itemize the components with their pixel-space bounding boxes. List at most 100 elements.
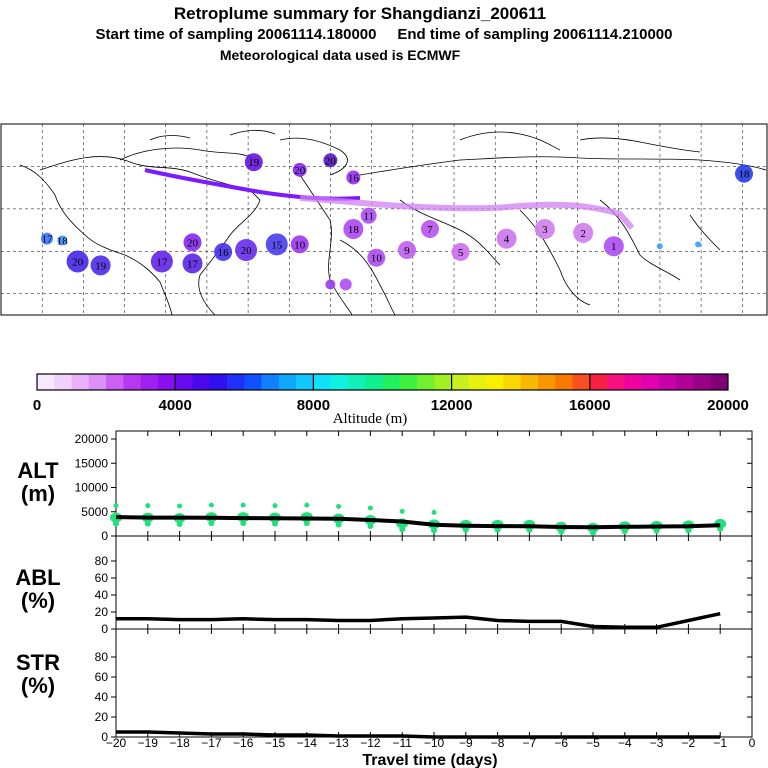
y-tick-label: 80 — [95, 554, 109, 568]
alt-particle-dot-low — [558, 528, 565, 535]
colorbar-swatch — [486, 374, 504, 390]
alt-particle-dot-high — [177, 503, 183, 509]
map-marker-label: 4 — [504, 234, 510, 246]
y-tick-label: 40 — [95, 690, 109, 704]
map-marker — [90, 255, 111, 276]
alt-y-ticks: 20000 15000 10000 5000 0 — [75, 432, 752, 543]
y-tick-label: 20 — [95, 710, 109, 724]
x-tick-label: −19 — [138, 736, 159, 750]
timeseries-panels: ALT (m) ABL (%) STR (%) 2000015000100005… — [15, 430, 756, 768]
map-marker-label: 19 — [95, 260, 107, 272]
colorbar-tick-label: 4000 — [159, 397, 192, 414]
map-marker — [656, 243, 663, 250]
x-tick-label: −18 — [169, 736, 190, 750]
colorbar-swatch — [503, 374, 521, 390]
map-marker — [183, 233, 202, 252]
map-marker-label: 18 — [348, 224, 360, 236]
x-axis-label: Travel time (days) — [362, 752, 497, 768]
y-tick-label: 5000 — [81, 505, 108, 519]
y-tick-label: 0 — [101, 622, 108, 636]
alt-particle-dot-low — [431, 527, 437, 534]
y-tick-label: 60 — [95, 670, 109, 684]
colorbar-swatch — [693, 374, 712, 390]
map-marker — [40, 232, 53, 245]
colorbar-swatch — [106, 374, 124, 390]
abl-line — [116, 611, 721, 630]
map-marker — [292, 162, 307, 177]
map-marker — [573, 222, 594, 243]
x-tick-label: −6 — [554, 736, 568, 750]
map-marker-label: 17 — [41, 234, 53, 246]
map-marker-label: 15 — [271, 239, 283, 251]
alt-particle-dot-high — [367, 505, 373, 511]
alt-particle-dot-high — [113, 503, 119, 509]
map-marker-label: 20 — [241, 245, 253, 257]
alt-particle-dot-low — [621, 528, 628, 535]
colorbar-swatch — [399, 374, 418, 390]
y-tick-label: 80 — [95, 650, 109, 664]
colorbar-tick-labels: 0 4000 8000 12000 16000 20000 — [33, 397, 749, 414]
map-marker — [343, 219, 364, 240]
colorbar-swatch — [313, 374, 331, 390]
x-tick-label: −9 — [459, 736, 473, 750]
alt-units: (m) — [21, 481, 55, 506]
x-tick-label: −2 — [682, 736, 696, 750]
colorbar-tick-label: 0 — [33, 397, 41, 414]
colorbar-swatch — [123, 374, 141, 390]
colorbar-swatch — [468, 374, 487, 390]
map-marker — [66, 250, 89, 273]
map-marker-label: 10 — [371, 253, 383, 265]
alt-particle-dot-high — [240, 502, 246, 508]
y-tick-label: 40 — [95, 588, 109, 602]
colorbar-swatch — [710, 374, 729, 390]
str-line — [116, 730, 721, 739]
y-tick-label: 20000 — [75, 432, 109, 446]
colorbar-swatch — [347, 374, 366, 390]
sampling-times: Start time of sampling 20061114.180000 E… — [95, 26, 673, 43]
x-tick-label: −17 — [201, 736, 222, 750]
alt-particle-dot-high — [145, 503, 151, 509]
map-marker — [695, 241, 702, 248]
x-tick-label: −5 — [586, 736, 600, 750]
map-marker — [346, 170, 361, 185]
alt-particle-dot-low — [240, 520, 247, 527]
map-marker — [603, 236, 624, 257]
alt-particle-dot-low — [494, 526, 501, 533]
map-marker-label: 18 — [739, 169, 751, 181]
colorbar-swatch — [365, 374, 383, 390]
colorbar-swatch — [175, 374, 193, 390]
colorbar-swatch — [434, 374, 452, 390]
map-marker-label: 7 — [427, 224, 433, 236]
alt-particle-dot-low — [653, 527, 660, 534]
str-y-ticks: 80 60 40 20 0 — [95, 650, 752, 744]
alt-particle-dot-low — [144, 520, 151, 527]
colorbar-swatch — [88, 374, 107, 390]
map-marker-label: 19 — [248, 157, 260, 169]
colorbar-swatch — [676, 374, 694, 390]
colorbar-label: Altitude (m) — [333, 411, 408, 427]
colorbar-swatch — [382, 374, 401, 390]
colorbar-swatch — [244, 374, 262, 390]
alt-particle-dot-low — [399, 526, 406, 533]
map-marker — [367, 248, 386, 267]
colorbar-swatch — [157, 374, 176, 390]
map-marker-label: 18 — [57, 236, 69, 248]
colorbar-swatch — [589, 374, 608, 390]
y-tick-label: 10000 — [75, 481, 109, 495]
x-tick-label: −4 — [618, 736, 632, 750]
map-marker-label: 20 — [187, 237, 199, 249]
map-marker — [496, 228, 517, 249]
map-marker — [150, 250, 173, 273]
colorbar-boxes — [37, 374, 729, 390]
map-marker — [420, 220, 439, 239]
map-marker-label: 1 — [611, 241, 617, 253]
alt-particle-dot-low — [335, 521, 342, 528]
alt-particle-dot-low — [685, 527, 692, 534]
alt-particle-dot-low — [526, 526, 533, 533]
met-data-note: Meteorological data used is ECMWF — [219, 47, 461, 63]
colorbar-swatch — [520, 374, 539, 390]
map-marker-label: 16 — [348, 172, 360, 184]
x-tick-label: −12 — [360, 736, 381, 750]
panels-frame — [115, 430, 753, 738]
